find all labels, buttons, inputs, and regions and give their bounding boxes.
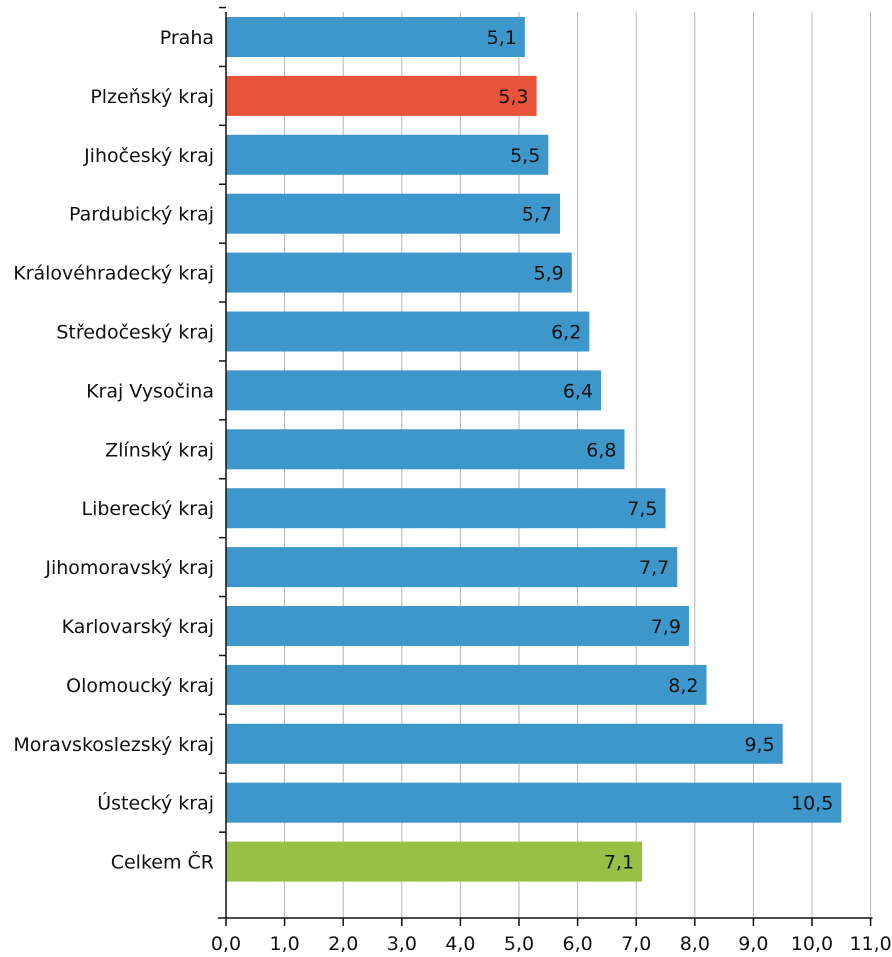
bar	[226, 782, 842, 823]
category-label: Královéhradecký kraj	[13, 263, 214, 285]
data-label: 6,8	[586, 439, 616, 461]
x-tick-label: 4,0	[445, 933, 475, 955]
data-label: 7,5	[627, 498, 657, 520]
category-label: Celkem ČR	[111, 850, 214, 874]
bar	[226, 723, 783, 764]
category-label: Jihočeský kraj	[83, 145, 214, 167]
data-label: 8,2	[668, 675, 698, 697]
bar	[226, 606, 689, 646]
data-label: 5,7	[522, 204, 552, 226]
bar	[226, 488, 666, 529]
category-label: Plzeňský kraj	[90, 86, 214, 108]
bar	[226, 17, 525, 57]
category-label: Zlínský kraj	[105, 439, 214, 461]
bar	[226, 75, 537, 116]
bar	[226, 664, 707, 705]
category-label: Liberecký kraj	[82, 498, 215, 520]
x-tick-label: 8,0	[680, 933, 710, 955]
data-label: 10,5	[791, 793, 833, 815]
data-label: 5,5	[510, 145, 540, 167]
bar	[226, 252, 572, 293]
x-tick-label: 0,0	[211, 933, 241, 955]
data-label: 5,3	[498, 86, 528, 108]
bar	[226, 841, 643, 882]
data-label: 5,9	[534, 263, 564, 285]
category-label: Praha	[160, 27, 214, 49]
x-tick-label: 3,0	[387, 933, 417, 955]
x-tick-label: 5,0	[504, 933, 534, 955]
category-label: Jihomoravský kraj	[44, 557, 214, 579]
data-label: 6,2	[551, 322, 581, 344]
x-tick-label: 6,0	[562, 933, 592, 955]
data-label: 6,4	[563, 380, 593, 402]
bar	[226, 429, 625, 470]
bar	[226, 311, 590, 352]
x-tick-label: 10,0	[791, 933, 833, 955]
data-label: 7,1	[604, 852, 634, 874]
data-label: 5,1	[487, 27, 517, 49]
bars: 5,1 5,3 5,5 5,7 5,9 6,2 6,4 6,8 7,5 7,7 7,9 8,2 9,5 1…	[226, 17, 842, 882]
data-label: 7,7	[639, 557, 669, 579]
x-tick-label: 2,0	[328, 933, 358, 955]
bar	[226, 134, 549, 175]
category-label: Pardubický kraj	[69, 204, 214, 226]
category-label: Olomoucký kraj	[66, 675, 214, 697]
data-label: 7,9	[651, 616, 681, 638]
category-label: Ústecký kraj	[97, 791, 214, 815]
x-tick-label: 9,0	[738, 933, 768, 955]
x-tick-label: 7,0	[621, 933, 651, 955]
x-tick-label: 11,0	[849, 933, 891, 955]
x-tick-label: 1,0	[269, 933, 299, 955]
bar	[226, 370, 602, 411]
data-label: 9,5	[744, 734, 774, 756]
bar	[226, 547, 678, 588]
category-label: Středočeský kraj	[56, 322, 214, 344]
category-label: Kraj Vysočina	[86, 380, 214, 402]
category-label: Moravskoslezský kraj	[13, 734, 214, 756]
axes: Praha Plzeňský kraj Jihočeský kraj Pardubic…	[13, 6, 892, 955]
bar	[226, 193, 561, 234]
category-label: Karlovarský kraj	[62, 616, 214, 638]
